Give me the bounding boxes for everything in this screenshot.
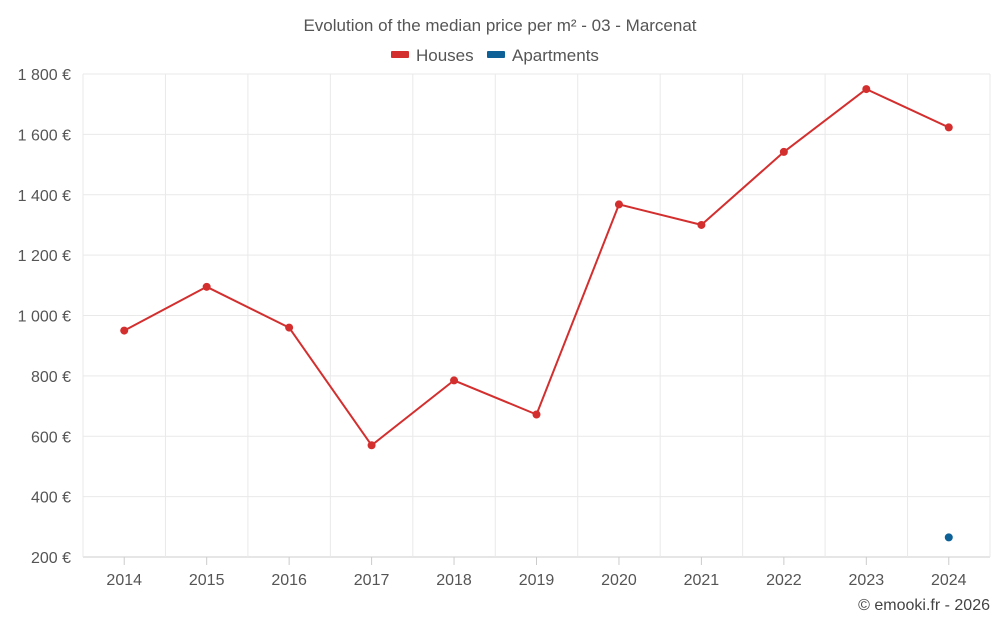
- legend-label-apartments[interactable]: Apartments: [512, 46, 599, 65]
- legend-swatch-apartments: [487, 51, 505, 58]
- x-axis-ticks: 2014 2015 2016 2017 2018 2019 2020 2021 2022 2023…: [106, 557, 967, 589]
- y-tick-label: 1 400 €: [18, 188, 71, 205]
- y-tick-label: 1 600 €: [18, 127, 71, 144]
- legend-label-houses[interactable]: Houses: [416, 46, 474, 65]
- x-tick-label: 2021: [684, 572, 720, 589]
- series: [120, 85, 953, 542]
- x-tick-label: 2023: [849, 572, 885, 589]
- data-point-houses-2016[interactable]: [285, 323, 294, 332]
- y-tick-label: 400 €: [31, 490, 71, 507]
- chart-title: Evolution of the median price per m² - 0…: [303, 16, 696, 35]
- grid: [82, 73, 991, 558]
- data-point-apartments-2024[interactable]: [944, 533, 953, 542]
- x-tick-label: 2016: [271, 572, 307, 589]
- data-point-houses-2014[interactable]: [120, 326, 129, 335]
- data-point-houses-2020[interactable]: [614, 200, 623, 209]
- x-tick-label: 2015: [189, 572, 225, 589]
- credit-text: © emooki.fr - 2026: [858, 597, 990, 614]
- y-tick-label: 600 €: [31, 429, 71, 446]
- y-tick-label: 1 800 €: [18, 67, 71, 84]
- y-tick-label: 1 200 €: [18, 248, 71, 265]
- data-point-houses-2019[interactable]: [532, 410, 541, 419]
- data-point-houses-2021[interactable]: [697, 220, 706, 229]
- x-tick-label: 2014: [106, 572, 142, 589]
- legend[interactable]: Houses Apartments: [391, 46, 599, 65]
- legend-swatch-houses: [391, 51, 409, 58]
- y-tick-label: 1 000 €: [18, 309, 71, 326]
- y-tick-label: 800 €: [31, 369, 71, 386]
- data-point-houses-2023[interactable]: [862, 85, 871, 94]
- x-tick-label: 2022: [766, 572, 802, 589]
- data-point-houses-2022[interactable]: [779, 147, 788, 156]
- y-tick-label: 200 €: [31, 550, 71, 567]
- x-tick-label: 2018: [436, 572, 472, 589]
- data-point-houses-2015[interactable]: [202, 282, 211, 291]
- x-tick-label: 2017: [354, 572, 390, 589]
- x-tick-label: 2024: [931, 572, 967, 589]
- data-point-houses-2024[interactable]: [944, 123, 953, 132]
- y-axis-ticks: 200 € 400 € 600 € 800 € 1 000 € 1 200 € 1 400 …: [18, 67, 71, 567]
- x-tick-label: 2020: [601, 572, 637, 589]
- data-point-houses-2018[interactable]: [450, 376, 459, 385]
- data-point-houses-2017[interactable]: [367, 441, 376, 450]
- x-tick-label: 2019: [519, 572, 555, 589]
